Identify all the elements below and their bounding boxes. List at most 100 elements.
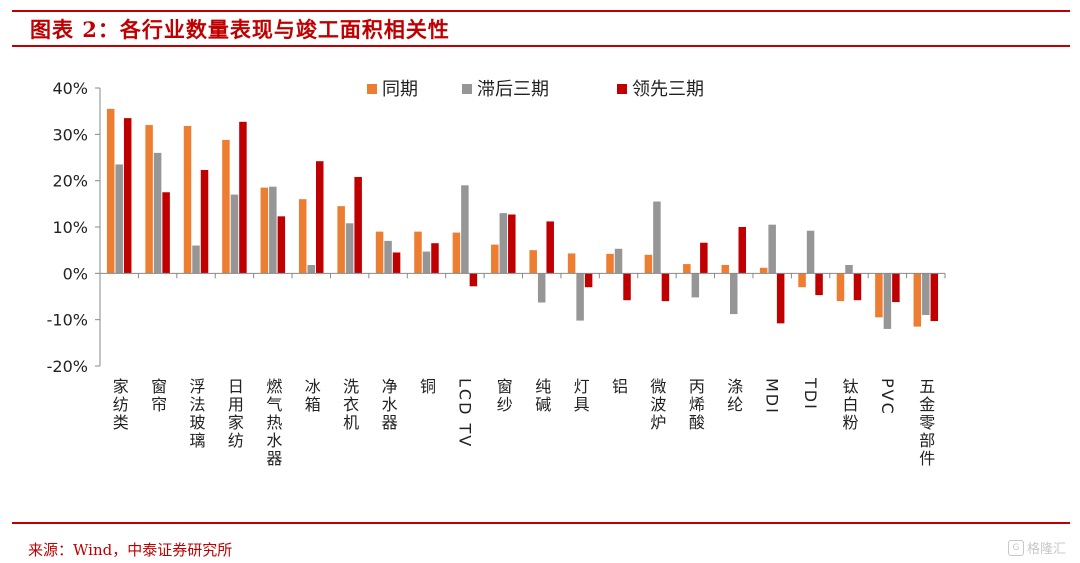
bar-0-7 bbox=[375, 231, 384, 274]
bar-0-6 bbox=[337, 206, 345, 274]
x-category-label: 五金零部件 bbox=[916, 378, 935, 468]
bar-1-1 bbox=[153, 152, 162, 274]
bar-0-12 bbox=[567, 253, 576, 274]
x-category-label: 涤纶 bbox=[724, 378, 743, 414]
bar-0-21 bbox=[913, 273, 922, 327]
source-note: 来源：Wind，中泰证券研究所 bbox=[28, 541, 233, 559]
x-category-label: 浮法玻璃 bbox=[187, 378, 206, 450]
watermark-text: 格隆汇 bbox=[1026, 542, 1066, 557]
bar-2-4 bbox=[277, 216, 286, 274]
legend-swatch-1 bbox=[462, 84, 472, 94]
title-rule-bottom bbox=[12, 45, 1070, 47]
x-category-label: MDI bbox=[763, 378, 782, 415]
bar-2-21 bbox=[930, 273, 939, 322]
y-tick-label: 40% bbox=[52, 79, 88, 98]
bar-1-20 bbox=[883, 273, 892, 329]
x-category-label: 微波炉 bbox=[647, 378, 666, 432]
x-category-label: 日用家纺 bbox=[225, 378, 244, 450]
bar-0-19 bbox=[836, 273, 845, 302]
legend-swatch-0 bbox=[367, 84, 377, 94]
bar-0-1 bbox=[145, 125, 153, 274]
y-tick-label: 10% bbox=[52, 218, 88, 237]
bar-1-3 bbox=[230, 194, 239, 274]
source-rule bbox=[12, 522, 1070, 524]
bar-0-20 bbox=[875, 273, 883, 318]
x-category-label: 铜 bbox=[417, 378, 436, 396]
bar-1-13 bbox=[614, 248, 623, 274]
bar-1-19 bbox=[845, 264, 853, 274]
y-tick-label: -10% bbox=[47, 311, 88, 330]
bar-2-5 bbox=[316, 161, 324, 274]
bar-1-6 bbox=[345, 223, 354, 274]
bar-0-4 bbox=[260, 187, 269, 274]
bar-1-14 bbox=[653, 201, 661, 274]
bar-0-8 bbox=[414, 231, 422, 274]
bar-1-11 bbox=[537, 273, 546, 303]
bar-2-12 bbox=[584, 273, 593, 288]
bar-2-3 bbox=[239, 121, 247, 274]
bar-2-20 bbox=[892, 273, 900, 303]
bar-1-21 bbox=[922, 273, 930, 316]
x-category-label: 窗纱 bbox=[494, 378, 513, 414]
x-category-label: 洗衣机 bbox=[340, 378, 359, 432]
x-category-label: 家纺类 bbox=[110, 378, 129, 432]
bar-2-16 bbox=[738, 227, 746, 274]
x-category-label: 灯具 bbox=[571, 378, 590, 414]
x-category-label: 燃气热水器 bbox=[263, 378, 282, 468]
y-tick-label: 0% bbox=[63, 264, 88, 283]
bar-1-17 bbox=[768, 224, 776, 274]
bar-1-2 bbox=[192, 245, 200, 274]
bar-1-7 bbox=[384, 240, 392, 274]
bar-2-10 bbox=[508, 214, 516, 274]
y-tick-label: 20% bbox=[52, 172, 88, 191]
bar-chart: -20% -10% 0% 10% 20% 30% 40% 家纺类 窗帘 浮法玻璃 日用家纺 燃气热水器… bbox=[47, 79, 946, 468]
x-category-label: 铝 bbox=[609, 378, 628, 396]
bar-2-8 bbox=[431, 243, 439, 274]
bar-2-0 bbox=[123, 118, 132, 274]
bar-2-18 bbox=[815, 273, 823, 296]
bar-0-5 bbox=[299, 199, 307, 274]
bar-2-7 bbox=[392, 252, 401, 274]
legend-label-2: 领先三期 bbox=[632, 79, 704, 100]
bar-0-10 bbox=[491, 244, 499, 274]
bar-1-8 bbox=[422, 251, 431, 274]
bar-2-14 bbox=[661, 273, 670, 302]
legend-label-1: 滞后三期 bbox=[477, 79, 549, 100]
bar-1-10 bbox=[499, 213, 508, 274]
bar-1-5 bbox=[307, 264, 315, 274]
bar-1-12 bbox=[576, 273, 584, 321]
bar-0-11 bbox=[529, 250, 537, 274]
x-category-label: 纯碱 bbox=[532, 378, 551, 414]
chart-area: -20% -10% 0% 10% 20% 30% 40% 家纺类 窗帘 浮法玻璃 日用家纺 燃气热水器… bbox=[0, 50, 1080, 510]
page-title: 图表 2：各行业数量表现与竣工面积相关性 bbox=[30, 17, 450, 42]
watermark: G 格隆汇 bbox=[1007, 538, 1066, 557]
bar-1-16 bbox=[730, 273, 738, 315]
y-tick-label: -20% bbox=[47, 357, 88, 376]
bar-2-15 bbox=[700, 242, 708, 274]
bar-0-3 bbox=[222, 139, 230, 274]
bar-2-17 bbox=[776, 273, 785, 324]
bar-0-2 bbox=[183, 125, 192, 274]
bar-0-9 bbox=[452, 232, 461, 274]
watermark-logo-icon: G bbox=[1007, 539, 1024, 556]
x-category-label: 丙烯酸 bbox=[686, 378, 705, 432]
bar-1-18 bbox=[806, 230, 815, 274]
bar-1-15 bbox=[691, 273, 700, 298]
x-category-label: PVC bbox=[878, 378, 897, 416]
bar-0-14 bbox=[644, 254, 653, 274]
x-category-label: 钛白粉 bbox=[839, 378, 858, 432]
bar-2-1 bbox=[162, 192, 170, 274]
title-rule-top bbox=[12, 10, 1070, 12]
legend-swatch-2 bbox=[617, 84, 627, 94]
bar-0-16 bbox=[721, 264, 729, 274]
bar-0-13 bbox=[606, 253, 614, 274]
x-category-label: 冰箱 bbox=[302, 378, 321, 414]
bar-0-17 bbox=[759, 267, 768, 274]
x-category-label: 净水器 bbox=[379, 378, 398, 432]
bar-2-19 bbox=[853, 273, 862, 301]
y-tick-label: 30% bbox=[52, 125, 88, 144]
bar-2-11 bbox=[546, 221, 554, 274]
x-category-label: LCD TV bbox=[455, 378, 474, 448]
bar-1-4 bbox=[269, 186, 277, 274]
bar-2-9 bbox=[469, 273, 478, 287]
